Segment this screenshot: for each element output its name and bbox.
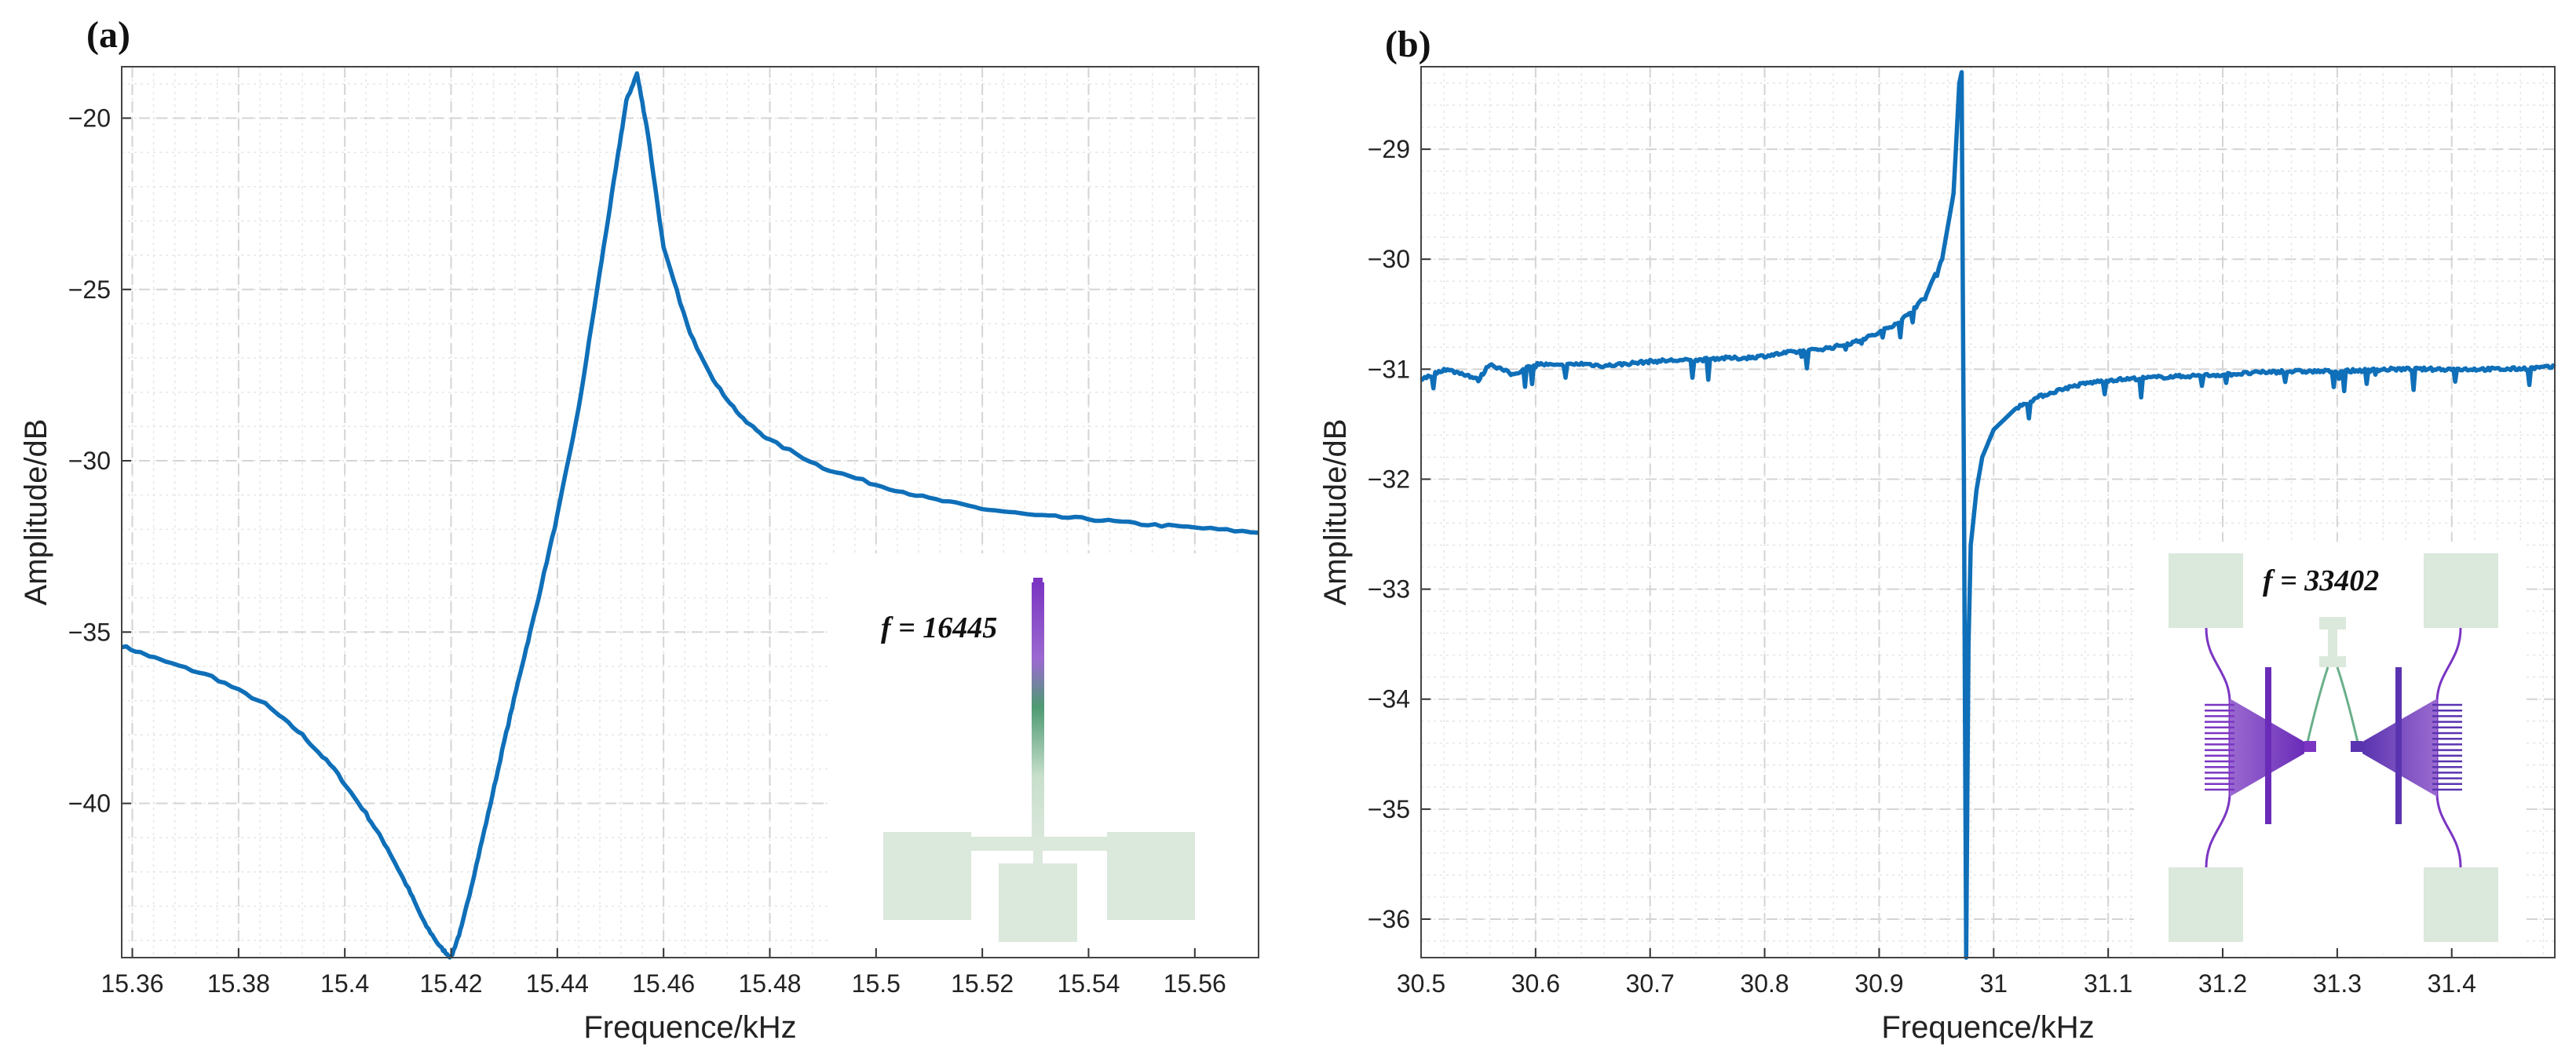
y-tick-label: −33 — [1368, 575, 1410, 604]
x-axis-label: Frequence/kHz — [583, 1010, 796, 1045]
x-tick-label: 15.52 — [951, 969, 1014, 998]
y-tick-label: −32 — [1368, 465, 1410, 493]
x-tick-label: 30.6 — [1511, 969, 1560, 998]
x-tick-label: 31.3 — [2313, 969, 2362, 998]
comb-left-fingers — [2205, 703, 2234, 791]
x-tick-label: 15.44 — [526, 969, 589, 998]
plot-frame — [1420, 66, 2556, 958]
proof-mass — [2328, 630, 2337, 656]
cantilever-beam — [1032, 582, 1044, 841]
inset-frequency-label: f = 16445 — [881, 611, 997, 644]
comb-connector-left — [2304, 741, 2316, 752]
x-tick-label: 30.5 — [1397, 969, 1445, 998]
anchor-pad — [2169, 553, 2243, 628]
comb-connector-right — [2351, 741, 2362, 752]
anchor-pad — [1107, 832, 1195, 920]
x-tick-label: 31.2 — [2198, 969, 2247, 998]
y-tick-label: −29 — [1368, 135, 1410, 163]
x-tick-label: 15.4 — [320, 969, 369, 998]
anchor-pad — [2424, 867, 2498, 942]
support-beam — [971, 837, 1107, 851]
anchor-pad — [2169, 867, 2243, 942]
panel-label-a: (a) — [86, 14, 130, 56]
x-tick-label: 31 — [1979, 969, 2008, 998]
comb-electrode-right — [2395, 667, 2402, 824]
comb-right-fingers — [2432, 703, 2462, 791]
y-tick-label: −20 — [68, 104, 111, 132]
panel-label-b: (b) — [1385, 24, 1431, 65]
panel-a: (a) f = 16445 15.36 15.38 15.4 15.42 15.44 15… — [19, 14, 1260, 1045]
x-tick-label: 15.46 — [632, 969, 695, 998]
x-tick-label: 15.36 — [100, 969, 163, 998]
y-axis-label: Amplitude/dB — [19, 419, 53, 606]
x-tick-label: 15.54 — [1057, 969, 1120, 998]
axes-a: 15.36 15.38 15.4 15.42 15.44 15.46 15.48 15.5 15… — [19, 66, 1259, 1045]
y-tick-label: −25 — [68, 276, 111, 304]
support-beam — [1033, 846, 1043, 870]
inset-a: f = 16445 — [828, 553, 1260, 962]
inset-frequency-label: f = 33402 — [2263, 564, 2379, 597]
y-axis-label: Amplitude/dB — [1318, 419, 1353, 606]
y-tick-label: −35 — [1368, 795, 1410, 823]
y-tick-label: −30 — [1368, 245, 1410, 273]
x-tick-label: 15.5 — [852, 969, 901, 998]
cantilever-tip — [1033, 578, 1043, 586]
plot-frame — [121, 66, 1259, 958]
flexure-spring — [2336, 666, 2360, 746]
anchor-pad — [999, 863, 1077, 942]
y-tick-label: −34 — [1368, 685, 1410, 713]
y-tick-label: −30 — [68, 447, 111, 475]
x-tick-label: 15.42 — [419, 969, 482, 998]
panel-b: (b) f = 33402 30.5 30.6 30.7 30.8 30.9 3 — [1318, 24, 2556, 1045]
y-tick-label: −36 — [1368, 905, 1410, 933]
y-tick-label: −40 — [68, 790, 111, 818]
proof-mass — [2319, 617, 2346, 630]
x-tick-label: 15.48 — [738, 969, 801, 998]
anchor-pad — [2424, 553, 2498, 628]
y-tick-label: −35 — [68, 618, 111, 646]
series-line — [1420, 70, 2556, 960]
series-line — [121, 71, 1259, 960]
x-tick-label: 15.56 — [1164, 969, 1226, 998]
comb-electrode-left — [2265, 667, 2271, 824]
x-tick-label: 30.9 — [1854, 969, 1903, 998]
axes-b: 30.5 30.6 30.7 30.8 30.9 31 31.1 31.2 31.3 31.4 −3… — [1318, 66, 2556, 1045]
y-tick-label: −31 — [1368, 355, 1410, 383]
x-tick-label: 31.1 — [2084, 969, 2132, 998]
x-tick-label: 15.38 — [207, 969, 270, 998]
anchor-pad — [883, 832, 971, 920]
x-tick-label: 31.4 — [2428, 969, 2476, 998]
flexure-spring — [2305, 666, 2329, 746]
proof-mass — [2319, 656, 2346, 667]
x-tick-label: 30.8 — [1740, 969, 1789, 998]
x-axis-label: Frequence/kHz — [1881, 1010, 2094, 1045]
x-tick-label: 30.7 — [1626, 969, 1675, 998]
inset-b: f = 33402 — [2134, 542, 2523, 954]
